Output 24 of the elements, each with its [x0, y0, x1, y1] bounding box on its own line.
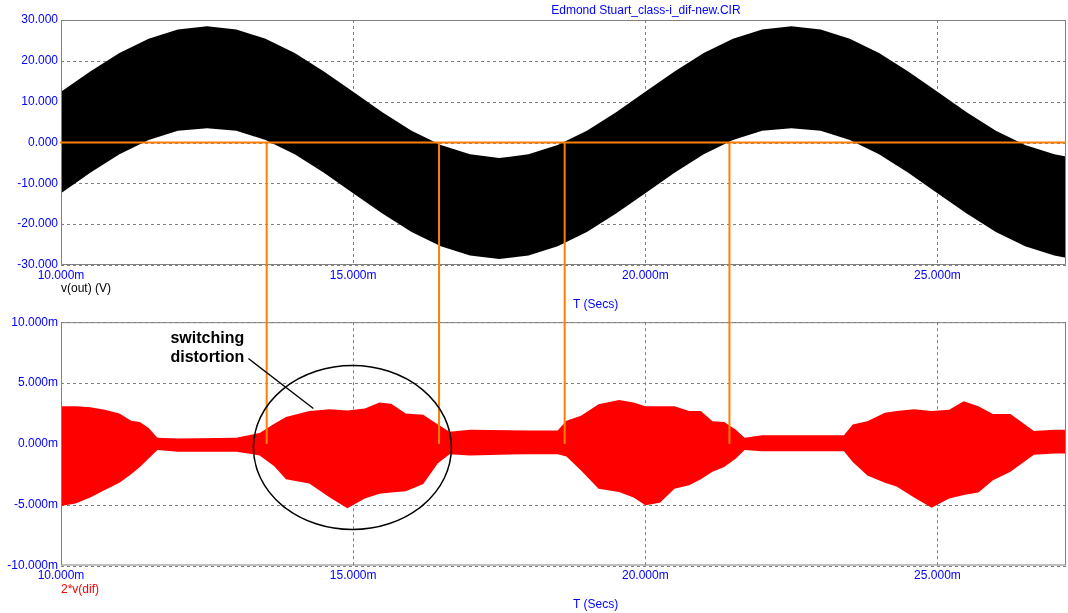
y-tick-label: -5.000m — [13, 496, 58, 511]
x-tick-label: 20.000m — [621, 267, 669, 282]
x-axis-title: T (Secs) — [573, 296, 619, 311]
x-tick-label: 15.000m — [329, 267, 377, 282]
y-tick-label: 5.000m — [17, 375, 58, 390]
x-axis-title: T (Secs) — [573, 597, 619, 612]
y-tick-label: 0.000 — [27, 134, 59, 149]
y-tick-label: 10.000 — [21, 93, 59, 108]
legend-label: 2*v(dif) — [61, 581, 100, 596]
x-tick-label: 10.000m — [37, 267, 85, 282]
y-tick-label: 30.000 — [21, 12, 59, 27]
x-tick-label: 25.000m — [914, 568, 961, 583]
y-tick-label: -20.000 — [17, 216, 59, 231]
annotation: switching distortion — [170, 328, 245, 365]
y-tick-label: 0.000m — [17, 436, 58, 451]
x-tick-label: 25.000m — [914, 267, 961, 282]
chart-title: Edmond Stuart_class-i_dif-new.CIR — [551, 3, 741, 18]
y-tick-label: -10.000 — [17, 175, 59, 190]
x-tick-label: 15.000m — [329, 568, 377, 583]
y-tick-label: 10.000m — [11, 314, 58, 329]
y-tick-label: 20.000 — [21, 53, 59, 68]
x-tick-label: 10.000m — [37, 568, 85, 583]
legend-label: v(out) (V) — [61, 281, 112, 296]
x-tick-label: 20.000m — [621, 568, 669, 583]
